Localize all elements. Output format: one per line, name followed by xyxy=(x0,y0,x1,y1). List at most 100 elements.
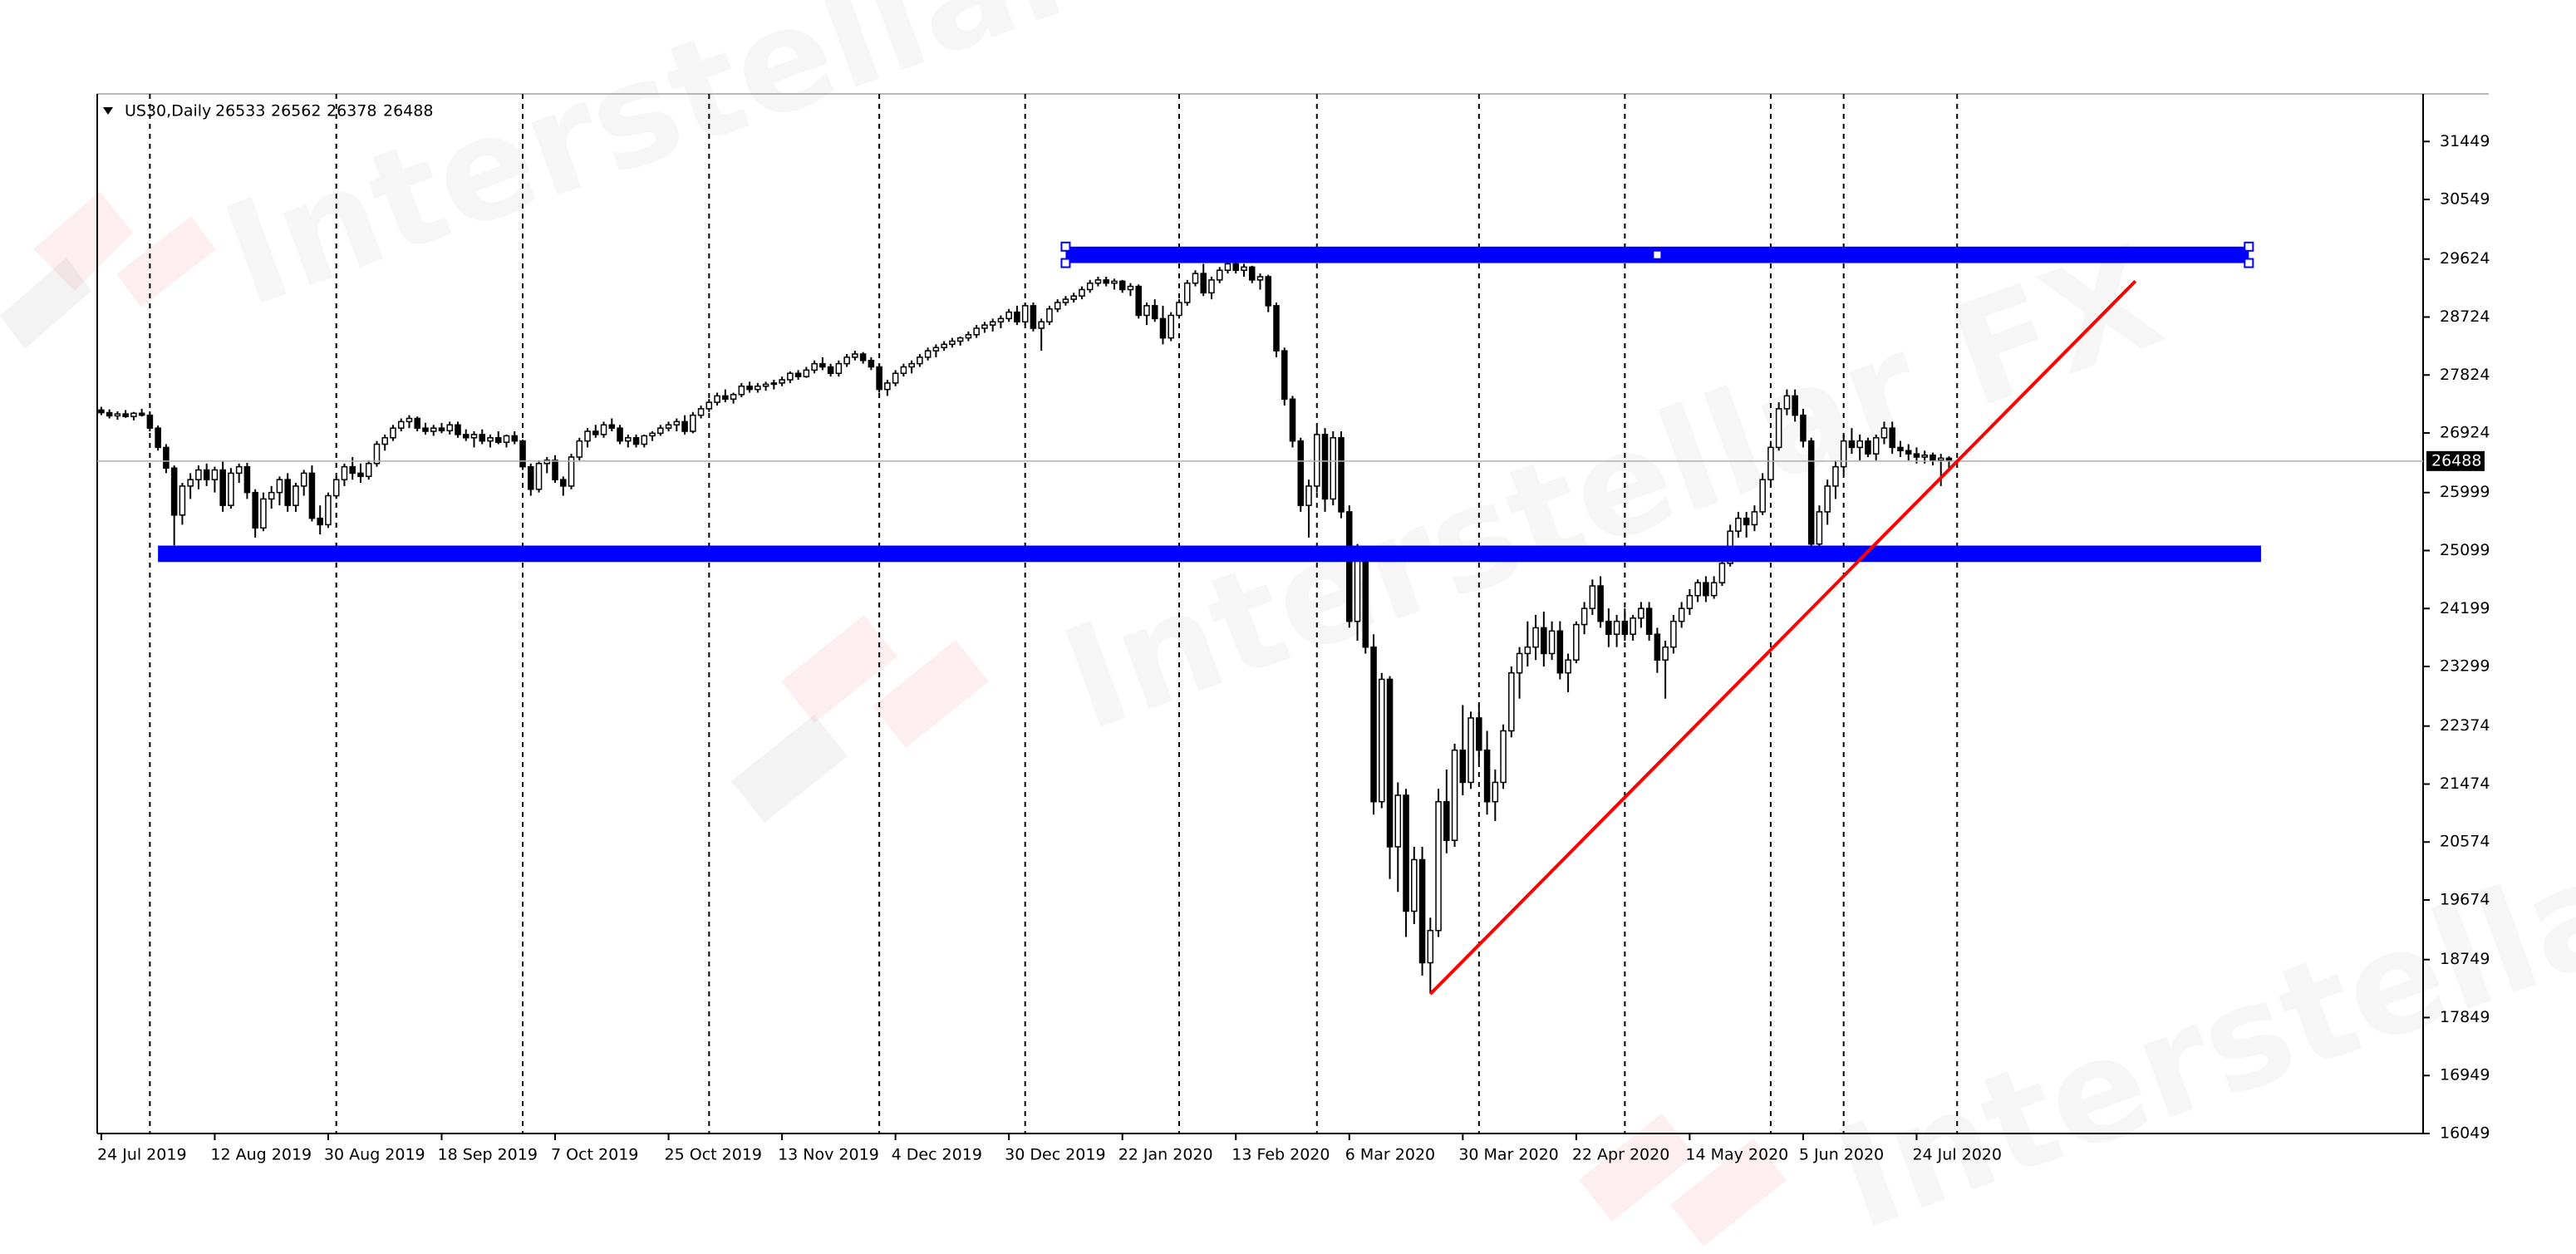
candle-body xyxy=(1394,794,1402,848)
x-tick-label: 5 Jun 2020 xyxy=(1799,1146,1884,1164)
candle-body xyxy=(1751,511,1758,526)
zone-handle xyxy=(1060,258,1071,268)
chart-title: US30,Daily xyxy=(125,102,211,120)
candle-body xyxy=(973,327,980,336)
x-tick-label: 14 May 2020 xyxy=(1685,1146,1788,1164)
candle-body xyxy=(98,409,105,414)
candle-body xyxy=(1718,563,1726,583)
candle-body xyxy=(1330,437,1337,500)
y-tick-label: 22374 xyxy=(2440,716,2490,735)
candle-body xyxy=(1662,646,1669,661)
candle-body xyxy=(592,430,599,435)
candle-body xyxy=(852,353,858,358)
x-tick-label: 18 Sep 2019 xyxy=(437,1146,537,1164)
candle-body xyxy=(819,362,826,368)
candle-body xyxy=(543,460,551,465)
candle-body xyxy=(1241,266,1247,271)
candle-body xyxy=(1921,454,1928,458)
y-tick-label: 16049 xyxy=(2440,1124,2490,1143)
candle-body xyxy=(422,427,429,432)
y-tick-label: 27824 xyxy=(2440,366,2490,384)
y-tick-label: 17849 xyxy=(2440,1008,2490,1026)
candle-body xyxy=(1305,485,1312,506)
candle-body xyxy=(1248,266,1256,281)
candle-body xyxy=(114,413,121,417)
candle-body xyxy=(527,465,534,490)
candle-body xyxy=(1224,263,1231,271)
candle-body xyxy=(1832,465,1839,487)
candle-body xyxy=(827,366,834,375)
candle-body xyxy=(625,437,632,442)
candle-body xyxy=(1621,620,1629,635)
candle-body xyxy=(365,463,372,478)
zone-handle xyxy=(1060,241,1071,252)
candle-body xyxy=(965,333,972,339)
y-tick-label: 29624 xyxy=(2440,249,2490,268)
candle-body xyxy=(511,435,519,442)
zone xyxy=(158,545,2261,563)
candle-body xyxy=(1597,585,1604,622)
candle-body xyxy=(1767,446,1774,480)
candle-body xyxy=(811,362,818,371)
candle-body xyxy=(1630,617,1636,635)
candle-body xyxy=(349,465,356,475)
candle-body xyxy=(568,456,575,487)
candle-body xyxy=(1783,395,1791,410)
collapse-arrow xyxy=(103,107,113,115)
candle-body xyxy=(900,366,907,375)
candle-body xyxy=(803,369,810,377)
y-tick-label: 19674 xyxy=(2440,891,2490,909)
candle-body xyxy=(203,469,210,480)
candle-body xyxy=(1094,279,1102,284)
candle-body xyxy=(1079,288,1085,297)
candle-body xyxy=(1937,457,1944,461)
candle-body xyxy=(1508,671,1515,732)
candle-body xyxy=(1500,730,1507,784)
candle-body xyxy=(503,435,510,443)
candle-body xyxy=(665,424,672,429)
candle-body xyxy=(406,417,413,423)
candle-body xyxy=(1313,434,1320,487)
candle-body xyxy=(1183,282,1191,303)
y-tick-label: 16949 xyxy=(2440,1066,2490,1084)
candle-body xyxy=(397,420,405,429)
candle-body xyxy=(1848,440,1856,449)
y-tick-label: 31449 xyxy=(2440,132,2490,150)
candle-body xyxy=(1840,440,1847,468)
candle-body xyxy=(252,491,258,529)
candle-body xyxy=(1670,620,1677,648)
zone-handle xyxy=(2244,258,2254,268)
candle-body xyxy=(1613,620,1620,635)
candle-body xyxy=(1030,305,1037,329)
candle-body xyxy=(649,432,656,437)
candle-body xyxy=(146,414,154,429)
candle-body xyxy=(462,434,469,439)
y-tick-label: 23299 xyxy=(2440,657,2490,676)
zone-handle xyxy=(1652,249,1663,260)
candle-body xyxy=(357,472,364,478)
candle-body xyxy=(762,383,769,387)
y-tick-label: 18749 xyxy=(2440,950,2490,968)
candle-body xyxy=(681,420,688,432)
candle-body xyxy=(1111,280,1118,284)
watermark-logo xyxy=(1579,1114,1787,1247)
candle-body xyxy=(211,469,219,480)
zone-handle xyxy=(2244,241,2254,252)
candle-body xyxy=(1386,678,1394,848)
candle-body xyxy=(1297,440,1305,506)
candle-body xyxy=(843,357,850,365)
candle-body xyxy=(1710,582,1718,597)
candle-body xyxy=(956,337,964,342)
x-tick-label: 6 Mar 2020 xyxy=(1345,1146,1435,1164)
candle-body xyxy=(260,498,267,529)
candle-body xyxy=(1411,858,1418,912)
candle-body xyxy=(1168,314,1174,339)
candle-body xyxy=(876,366,882,391)
candle-body xyxy=(1459,749,1467,784)
candle-body xyxy=(1232,263,1240,271)
header-low: 26378 xyxy=(327,102,376,120)
candle-body xyxy=(1281,350,1288,401)
candle-body xyxy=(1865,440,1871,455)
candle-body xyxy=(1338,437,1345,513)
candle-body xyxy=(1638,607,1644,619)
